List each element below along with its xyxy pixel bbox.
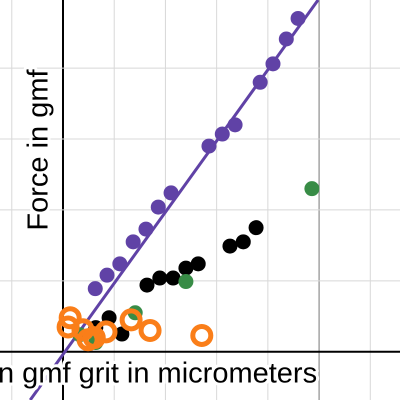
point [119, 308, 143, 332]
point [278, 31, 294, 47]
y-axis-label: Force in gmf [23, 68, 55, 230]
point [76, 328, 100, 352]
point [201, 138, 217, 154]
point [235, 234, 251, 250]
point [99, 267, 115, 283]
point [190, 256, 206, 272]
point [190, 323, 214, 347]
point [252, 74, 268, 90]
point [178, 260, 194, 276]
marks [29, 0, 320, 400]
point [138, 318, 162, 342]
point [56, 315, 80, 339]
point [222, 238, 238, 254]
point [290, 10, 306, 26]
point [304, 181, 320, 197]
point [227, 117, 243, 133]
point [87, 281, 103, 297]
point [139, 277, 155, 293]
point [214, 126, 230, 142]
point [152, 270, 168, 286]
point [165, 270, 181, 286]
point [125, 234, 141, 250]
x-axis-label: n gmf grit in micrometers [0, 358, 317, 390]
point [114, 326, 130, 342]
point [265, 56, 281, 72]
point [150, 199, 166, 215]
point [94, 320, 118, 344]
point [163, 185, 179, 201]
point [248, 220, 264, 236]
point [138, 221, 154, 237]
point [178, 274, 194, 290]
point [58, 306, 82, 330]
point [112, 256, 128, 272]
